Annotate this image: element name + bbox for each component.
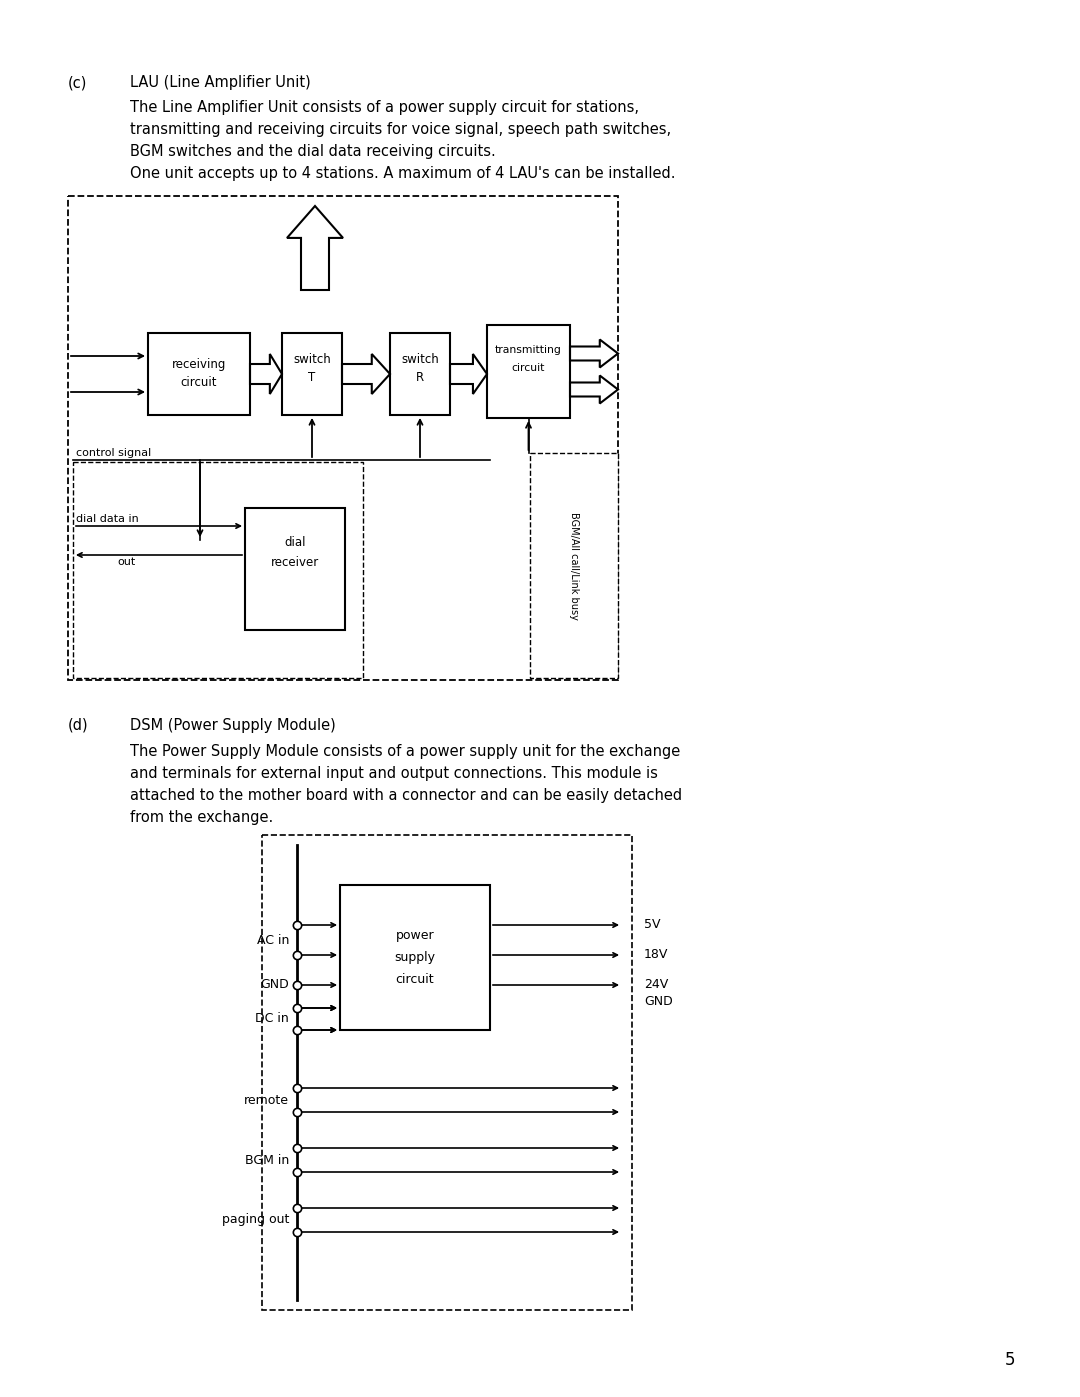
Text: transmitting and receiving circuits for voice signal, speech path switches,: transmitting and receiving circuits for … — [130, 122, 671, 137]
Bar — [73, 462, 363, 678]
Text: 18V: 18V — [644, 949, 669, 961]
Text: GND: GND — [644, 995, 673, 1009]
Text: 5V: 5V — [644, 918, 661, 932]
Bar — [390, 332, 450, 415]
Text: T: T — [309, 372, 315, 384]
Text: circuit: circuit — [512, 363, 545, 373]
Text: switch: switch — [401, 353, 438, 366]
Text: circuit: circuit — [395, 972, 434, 986]
Text: from the exchange.: from the exchange. — [130, 810, 273, 826]
Text: 24V: 24V — [644, 978, 669, 992]
Text: BGM switches and the dial data receiving circuits.: BGM switches and the dial data receiving… — [130, 144, 496, 159]
Text: One unit accepts up to 4 stations. A maximum of 4 LAU's can be installed.: One unit accepts up to 4 stations. A max… — [130, 166, 675, 182]
Bar — [245, 509, 345, 630]
Text: (d): (d) — [68, 718, 89, 733]
Bar — [530, 453, 618, 678]
Bar — [148, 332, 249, 415]
Text: R: R — [416, 372, 424, 384]
Text: AC in: AC in — [257, 933, 289, 947]
Text: DSM (Power Supply Module): DSM (Power Supply Module) — [130, 718, 336, 733]
Text: The Line Amplifier Unit consists of a power supply circuit for stations,: The Line Amplifier Unit consists of a po… — [130, 101, 639, 115]
Text: BGM in: BGM in — [245, 1154, 289, 1166]
Text: supply: supply — [394, 951, 435, 964]
Bar — [487, 326, 570, 418]
Text: dial: dial — [284, 536, 306, 549]
Text: dial data in: dial data in — [76, 514, 138, 524]
Text: switch: switch — [293, 353, 330, 366]
Text: attached to the mother board with a connector and can be easily detached: attached to the mother board with a conn… — [130, 788, 683, 803]
Text: BGM/All call/Link busy: BGM/All call/Link busy — [569, 511, 579, 619]
Text: (c): (c) — [68, 75, 87, 89]
Bar — [340, 886, 490, 1030]
Text: receiver: receiver — [271, 556, 319, 569]
Text: remote: remote — [244, 1094, 289, 1106]
Text: paging out: paging out — [221, 1214, 289, 1227]
Text: circuit: circuit — [180, 376, 217, 388]
Text: LAU (Line Amplifier Unit): LAU (Line Amplifier Unit) — [130, 75, 311, 89]
Bar — [282, 332, 342, 415]
Text: and terminals for external input and output connections. This module is: and terminals for external input and out… — [130, 766, 658, 781]
Text: control signal: control signal — [76, 448, 151, 458]
Bar — [262, 835, 632, 1310]
Text: receiving: receiving — [172, 358, 226, 372]
Text: power: power — [395, 929, 434, 942]
Text: The Power Supply Module consists of a power supply unit for the exchange: The Power Supply Module consists of a po… — [130, 745, 680, 759]
Text: transmitting: transmitting — [495, 345, 562, 355]
Text: out: out — [117, 557, 135, 567]
Text: DC in: DC in — [255, 1013, 289, 1025]
Text: GND: GND — [260, 978, 289, 992]
Text: 5: 5 — [1004, 1351, 1015, 1369]
Bar — [68, 196, 618, 680]
